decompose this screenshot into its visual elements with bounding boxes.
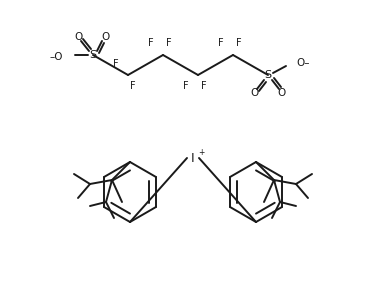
Text: F: F — [183, 81, 189, 91]
Text: F: F — [148, 38, 154, 48]
Text: O–: O– — [296, 58, 310, 68]
Text: S: S — [90, 50, 96, 60]
Text: F: F — [201, 81, 207, 91]
Text: F: F — [113, 59, 119, 69]
Text: O: O — [250, 88, 258, 98]
Text: I: I — [191, 151, 195, 164]
Text: –O: –O — [49, 52, 63, 62]
Text: +: + — [198, 147, 204, 156]
Text: O: O — [74, 32, 82, 42]
Text: F: F — [236, 38, 242, 48]
Text: F: F — [166, 38, 172, 48]
Text: O: O — [278, 88, 286, 98]
Text: S: S — [264, 70, 272, 80]
Text: O: O — [101, 32, 109, 42]
Text: F: F — [130, 81, 136, 91]
Text: F: F — [218, 38, 224, 48]
